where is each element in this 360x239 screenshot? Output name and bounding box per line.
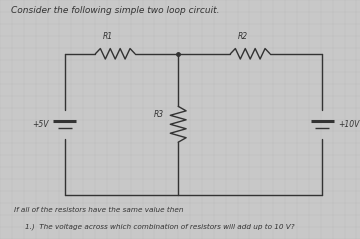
- Text: +5V: +5V: [32, 120, 49, 129]
- Text: R2: R2: [238, 32, 248, 41]
- Text: R3: R3: [154, 110, 164, 119]
- Text: +10V: +10V: [338, 120, 360, 129]
- Text: R1: R1: [103, 32, 113, 41]
- Text: 1.)  The voltage across which combination of resistors will add up to 10 V?: 1.) The voltage across which combination…: [25, 223, 295, 230]
- Text: If all of the resistors have the same value then: If all of the resistors have the same va…: [14, 207, 184, 213]
- Text: Consider the following simple two loop circuit.: Consider the following simple two loop c…: [11, 6, 219, 15]
